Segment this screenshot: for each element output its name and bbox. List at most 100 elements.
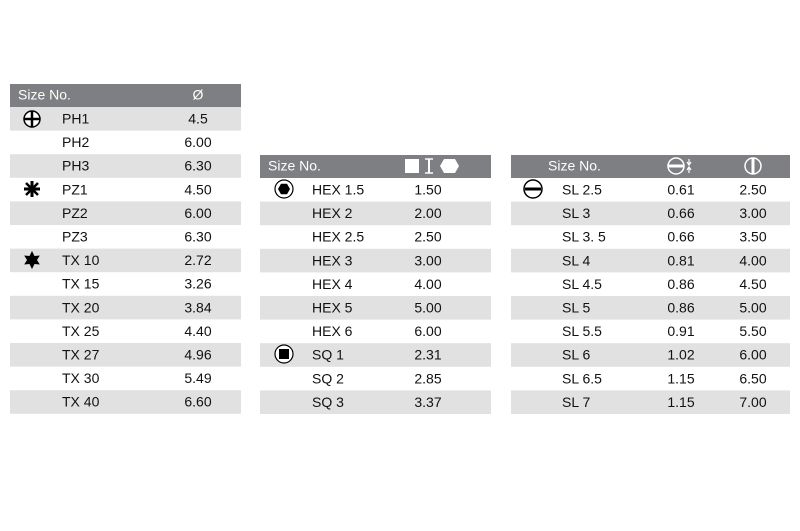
cell: 4.00	[739, 252, 766, 268]
row-shade	[10, 343, 241, 367]
row-shade	[511, 343, 790, 367]
header-cell: Size No.	[548, 158, 601, 174]
cell: 1.02	[667, 347, 694, 363]
row-shade	[511, 296, 790, 320]
cell: 2.50	[414, 229, 441, 245]
cell: 4.50	[739, 276, 766, 292]
cell: SL 3. 5	[562, 229, 606, 245]
cell: 6.30	[184, 229, 211, 245]
cell: 2.50	[739, 182, 766, 198]
cell: PZ2	[62, 205, 88, 221]
row-shade	[10, 201, 241, 225]
cell: 6.30	[184, 158, 211, 174]
cell: 3.37	[414, 394, 441, 410]
row-shade	[260, 390, 491, 414]
table-area: Size No. Ø PH1 4.5 PH2 6.00 PH3 6.30 PZ1 4.50 PZ2 6…	[10, 84, 790, 414]
cell: 0.81	[667, 252, 694, 268]
cell: 6.00	[184, 134, 211, 150]
cell: 2.00	[414, 205, 441, 221]
cell: SQ 2	[312, 370, 344, 386]
cell: TX 15	[62, 276, 100, 292]
cell: SL 5.5	[562, 323, 602, 339]
cell: 0.86	[667, 300, 694, 316]
row-shade	[511, 201, 790, 226]
hex-icon	[274, 179, 294, 199]
cell: 4.00	[414, 276, 441, 292]
header-cell: Size No.	[268, 158, 321, 174]
cell: 4.96	[184, 347, 211, 363]
cell: SQ 3	[312, 394, 344, 410]
cell: TX 40	[62, 394, 100, 410]
icons	[23, 110, 762, 364]
cell: SL 2.5	[562, 182, 602, 198]
cell: 5.49	[184, 370, 211, 386]
row-shade	[10, 154, 241, 178]
cell: PH3	[62, 158, 89, 174]
cell: 0.86	[667, 276, 694, 292]
cell: SL 4	[562, 252, 590, 268]
cell: TX 30	[62, 370, 100, 386]
cell: 1.15	[667, 394, 694, 410]
cell: HEX 2	[312, 205, 353, 221]
cell: 3.50	[739, 229, 766, 245]
cell: 5.00	[414, 300, 441, 316]
cell: SQ 1	[312, 347, 344, 363]
cell: PZ1	[62, 181, 88, 197]
cell: SL 3	[562, 205, 590, 221]
cell: 6.00	[414, 323, 441, 339]
cell: SL 5	[562, 300, 590, 316]
row-shade	[10, 295, 241, 320]
cell: 0.66	[667, 229, 694, 245]
row-shade	[260, 248, 491, 273]
header-bar	[10, 84, 241, 107]
row-shade	[10, 390, 241, 414]
header-bar	[511, 155, 790, 178]
cell: TX 27	[62, 347, 100, 363]
row-shade	[260, 296, 491, 320]
cell: SL 6.5	[562, 370, 602, 386]
cell: 3.00	[414, 252, 441, 268]
cell: 5.50	[739, 323, 766, 339]
square-icon	[274, 344, 294, 364]
cell: 4.50	[184, 181, 211, 197]
cell: PH2	[62, 134, 89, 150]
torx-icon	[24, 251, 40, 269]
cell: SL 4.5	[562, 276, 602, 292]
row-shade	[10, 107, 241, 131]
cell: 2.85	[414, 370, 441, 386]
phillips-icon	[23, 110, 41, 128]
header-bar	[260, 155, 491, 178]
cell: TX 20	[62, 299, 100, 315]
cell: HEX 1.5	[312, 182, 364, 198]
cell: PH1	[62, 111, 89, 127]
cell: 1.15	[667, 370, 694, 386]
cell: 1.50	[414, 182, 441, 198]
cell: 6.50	[739, 370, 766, 386]
pozidriv-icon	[24, 181, 40, 197]
cell: HEX 5	[312, 300, 353, 316]
cell: 3.84	[184, 299, 211, 315]
cell: HEX 4	[312, 276, 353, 292]
header-cell: Size No.	[18, 87, 71, 103]
row-shade	[10, 248, 241, 273]
slot-icon	[523, 179, 543, 199]
cell: 5.00	[739, 300, 766, 316]
hex-header-icons	[405, 158, 459, 174]
cell: 3.00	[739, 205, 766, 221]
cell: 0.91	[667, 323, 694, 339]
header-cell: Ø	[193, 87, 204, 103]
cell: 6.60	[184, 394, 211, 410]
cell: TX 25	[62, 323, 100, 339]
cell: 4.40	[184, 323, 211, 339]
cell: 6.00	[739, 347, 766, 363]
cell: TX 10	[62, 252, 100, 268]
cell: HEX 6	[312, 323, 353, 339]
cell: 3.26	[184, 276, 211, 292]
row-shade	[260, 343, 491, 367]
row-shade	[260, 201, 491, 226]
cell: 0.61	[667, 182, 694, 198]
row-shade	[511, 390, 790, 414]
cell: SL 7	[562, 394, 590, 410]
slot-width-icon	[744, 157, 762, 175]
